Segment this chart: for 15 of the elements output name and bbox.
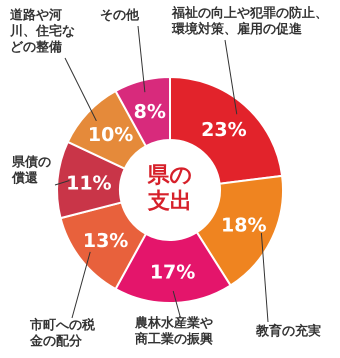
slice-label: 教育の充実 — [256, 324, 322, 340]
slice-label: その他 — [100, 8, 140, 24]
data-label: 8% — [134, 101, 166, 124]
text: 県の支出 — [146, 163, 194, 215]
data-label: 17% — [150, 261, 196, 284]
data-label: 11% — [66, 172, 112, 194]
data-label: 13% — [82, 230, 128, 252]
slice-label: 農林水産業や商工業の振興 — [135, 316, 214, 348]
slice-label: 県債の償還 — [12, 155, 52, 187]
slice-label: 福祉の向上や犯罪の防止、環境対策、雇用の促進 — [172, 6, 329, 38]
slice-label: 市町への税金の配分 — [30, 318, 96, 350]
data-label: 18% — [221, 214, 266, 237]
data-label: 10% — [88, 124, 134, 146]
slice-label: 道路や河川、住宅などの整備 — [10, 8, 76, 56]
data-label: 23% — [201, 118, 247, 141]
